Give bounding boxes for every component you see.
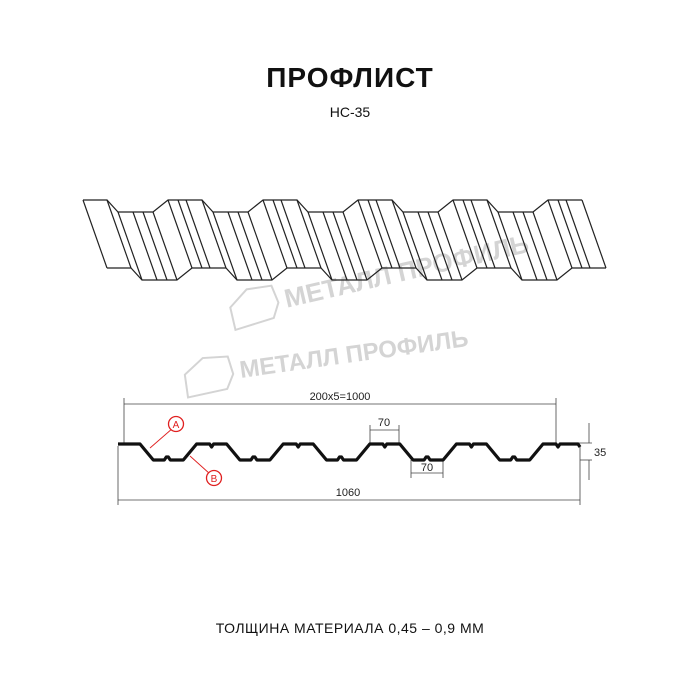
marker-b: B [189,455,223,487]
sheet-fold-line [417,211,443,281]
logo-icon [229,284,280,332]
marker-a-label: A [173,420,180,431]
page-title: ПРОФЛИСТ [266,62,434,93]
height-dimension: 35 [594,447,606,459]
sheet-fold-line [547,199,573,269]
marker-b-label: B [211,474,218,485]
sheet-fold-line [402,211,428,281]
sheet-fold-line [307,211,333,281]
sheet-fold-line [557,199,583,269]
sheet-fold-line [522,211,548,281]
sheet-fold-line [452,199,478,269]
watermark-bottom: МЕТАЛЛ ПРОФИЛЬ [183,325,470,399]
sheet-fold-line [391,199,417,269]
sheet-fold-line [132,211,158,281]
sheet-fold-line [322,211,348,281]
sheet-fold-line [82,199,108,269]
sheet-fold-line [237,211,263,281]
sheet-fold-line [565,199,591,269]
pitch-dimension: 200x5=1000 [310,391,371,403]
sheet-fold-line [581,199,607,269]
watermark-text: МЕТАЛЛ ПРОФИЛЬ [238,325,470,384]
sheet-fold-line [367,199,393,269]
sheet-fold-line [375,199,401,269]
sheet-back-edge [83,199,582,213]
sheet-fold-line [497,211,523,281]
logo-icon [183,355,235,399]
sheet-fold-line [512,211,538,281]
sheet-fold-line [280,199,306,269]
marker-a: A [149,415,185,449]
sheet-fold-line [152,211,178,281]
bottom-width-dimension: 70 [421,462,433,474]
sheet-fold-line [462,199,488,269]
sheet-fold-line [427,211,453,281]
total-width-dimension: 1060 [336,487,360,499]
sheet-fold-line [247,211,273,281]
sheet-fold-line [167,199,193,269]
sheet-fold-line [272,199,298,269]
sheet-fold-line [262,199,288,269]
material-thickness: ТОЛЩИНА МАТЕРИАЛА 0,45 – 0,9 ММ [215,620,485,636]
sheet-fold-line [106,199,132,269]
top-width-dimension: 70 [378,417,390,429]
sheet-fold-line [357,199,383,269]
sheet-fold-line [532,211,558,281]
sheet-fold-line [227,211,253,281]
sheet-front-edge [107,267,606,281]
sheet-fold-line [142,211,168,281]
dimension-lines [117,398,592,505]
sheet-fold-line [470,199,496,269]
sheet-fold-line [437,211,463,281]
model-label: НС-35 [329,104,371,120]
sheet-fold-line [185,199,211,269]
sheet-fold-line [177,199,203,269]
sheet-fold-line [296,199,322,269]
profile-section [118,442,582,462]
sheet-fold-line [117,211,143,281]
isometric-sheet [82,199,607,281]
watermark-top: МЕТАЛЛ ПРОФИЛЬ [229,228,532,332]
sheet-fold-line [201,199,227,269]
sheet-fold-line [332,211,358,281]
sheet-fold-line [342,211,368,281]
sheet-fold-line [486,199,512,269]
sheet-fold-line [212,211,238,281]
